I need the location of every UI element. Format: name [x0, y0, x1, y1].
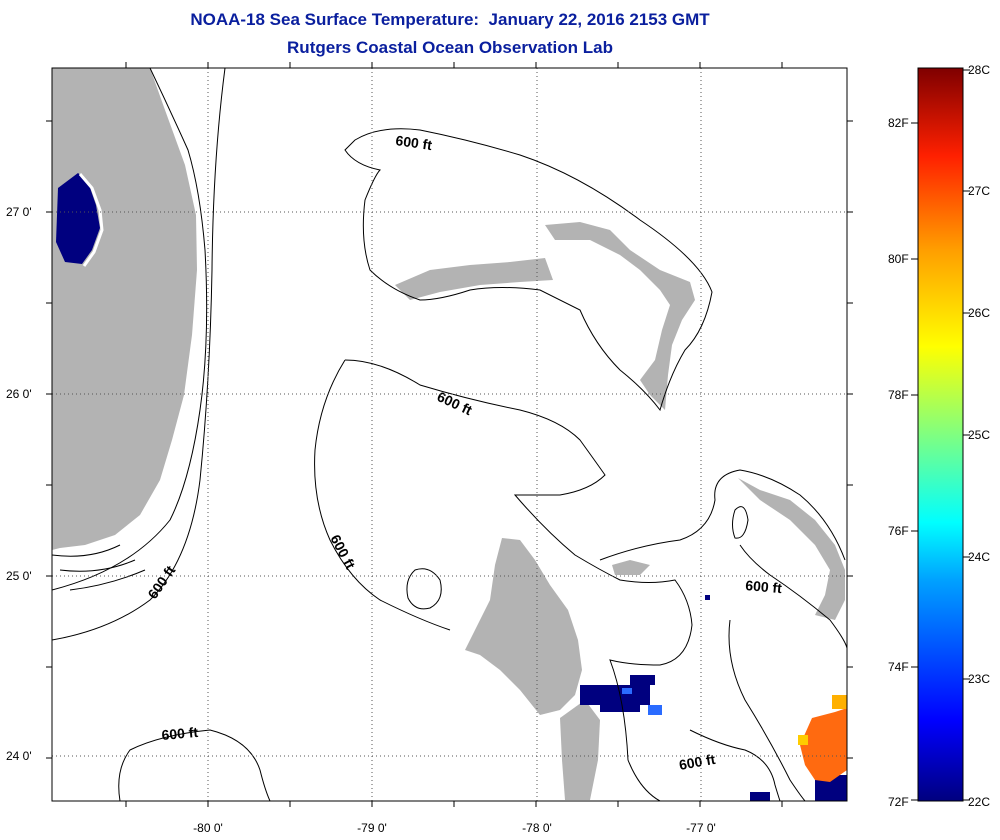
colorbar-fahrenheit-label: 72F: [888, 795, 909, 809]
colorbar-celsius-label: 27C: [968, 184, 990, 198]
florida-keys: [52, 544, 146, 591]
new-providence-land: [612, 560, 650, 575]
map-title: NOAA-18 Sea Surface Temperature: January…: [190, 10, 710, 29]
colorbar-celsius-label: 26C: [968, 306, 990, 320]
map-frame: [51, 67, 848, 802]
map-subtitle: Rutgers Coastal Ocean Observation Lab: [287, 38, 613, 57]
contour-label: 600 ft: [745, 577, 783, 596]
x-tick-label: -79 0': [357, 821, 387, 835]
tick-marks: [46, 62, 853, 807]
contour-label: 600 ft: [678, 751, 717, 773]
x-tick-label: -80 0': [193, 821, 223, 835]
abaco-land: [545, 222, 695, 410]
contour-label: 600 ft: [395, 132, 434, 153]
y-tick-label: 24 0': [6, 749, 32, 763]
colorbar-fahrenheit-label: 74F: [888, 660, 909, 674]
y-tick-label: 27 0': [6, 205, 32, 219]
lake-okeechobee: [56, 173, 100, 264]
colorbar-celsius-label: 22C: [968, 795, 990, 809]
colorbar-celsius-label: 23C: [968, 672, 990, 686]
colorbar-ticks: [911, 69, 970, 801]
colorbar-fahrenheit-label: 78F: [888, 388, 909, 402]
sst-pixels-warm: [798, 695, 847, 782]
colorbar-fahrenheit-label: 80F: [888, 252, 909, 266]
colorbar-fahrenheit-label: 76F: [888, 524, 909, 538]
grand-bahama-land: [395, 258, 553, 300]
x-tick-label: -78 0': [522, 821, 552, 835]
andros-land: [465, 538, 582, 715]
colorbar-fahrenheit-label: 82F: [888, 116, 909, 130]
y-tick-label: 26 0': [6, 387, 32, 401]
contour-label: 600 ft: [161, 724, 199, 743]
andros-south-land: [560, 700, 600, 800]
eleuthera-land: [738, 478, 845, 620]
colorbar-celsius-label: 24C: [968, 550, 990, 564]
depth-contours: [52, 68, 847, 801]
colorbar-celsius-label: 25C: [968, 428, 990, 442]
colorbar: [917, 67, 964, 802]
sst-pixels-cold: [580, 595, 847, 801]
colorbar-celsius-label: 28C: [968, 63, 990, 77]
y-tick-label: 25 0': [6, 569, 32, 583]
graticule: [52, 68, 847, 801]
x-tick-label: -77 0': [686, 821, 716, 835]
